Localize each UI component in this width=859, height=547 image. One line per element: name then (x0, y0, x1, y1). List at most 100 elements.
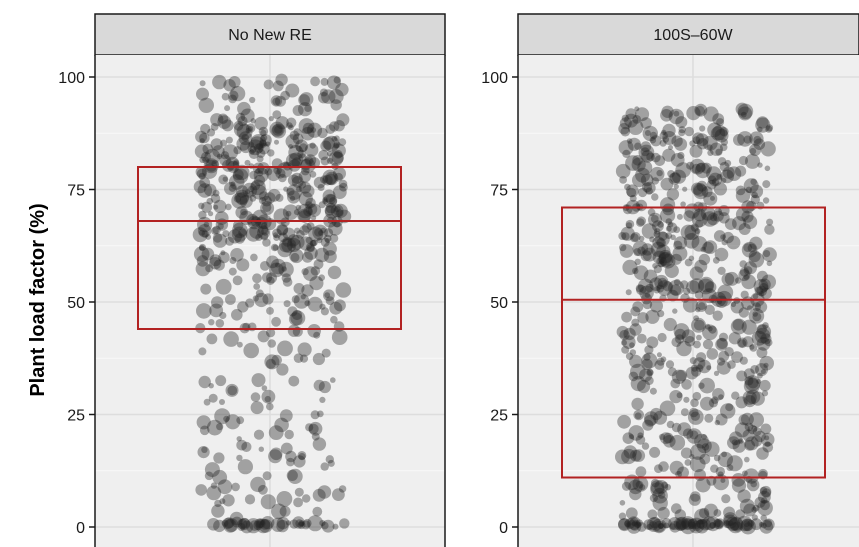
data-point (322, 169, 338, 185)
data-point (287, 468, 303, 484)
data-point (692, 132, 705, 145)
data-point (312, 506, 323, 517)
data-point (250, 476, 266, 493)
data-point (712, 310, 723, 321)
data-point (623, 445, 637, 459)
data-point (198, 172, 206, 180)
data-point (716, 290, 732, 307)
data-point (712, 113, 725, 125)
data-point (232, 275, 243, 286)
data-point (218, 251, 230, 264)
data-point (236, 416, 245, 425)
data-point (698, 507, 710, 519)
data-point (335, 282, 352, 298)
data-point (287, 234, 300, 247)
data-point (285, 450, 297, 463)
data-point (720, 169, 734, 184)
data-point (701, 186, 713, 198)
data-point (763, 250, 771, 258)
data-point (231, 516, 243, 528)
data-point (212, 225, 221, 235)
data-point (660, 177, 674, 191)
data-point (683, 287, 691, 295)
data-point (738, 339, 747, 348)
data-point (756, 324, 767, 335)
data-point (295, 145, 302, 152)
data-point (277, 224, 288, 236)
data-point (677, 151, 685, 160)
data-point (675, 520, 687, 532)
data-point (618, 518, 631, 532)
data-point (642, 247, 657, 262)
data-point (300, 126, 315, 141)
data-point (221, 119, 234, 132)
data-point (312, 224, 328, 241)
data-point (233, 120, 244, 131)
data-point (212, 233, 223, 243)
data-point (334, 172, 343, 182)
data-point (744, 422, 754, 432)
data-point (734, 422, 750, 438)
data-point (750, 365, 760, 374)
data-point (693, 357, 706, 370)
data-point (642, 299, 653, 310)
data-point (692, 520, 701, 530)
data-point (246, 123, 256, 133)
data-point (269, 262, 284, 278)
data-point (694, 259, 708, 273)
data-point (236, 454, 243, 462)
data-point (251, 184, 267, 200)
data-point (225, 414, 241, 430)
data-point (749, 236, 763, 250)
data-point (713, 370, 720, 376)
data-point (621, 345, 630, 354)
data-point (624, 113, 639, 128)
data-point (654, 228, 661, 235)
data-point (259, 519, 271, 530)
data-point (318, 274, 326, 282)
data-point (649, 446, 661, 458)
data-point (671, 169, 687, 184)
data-point (246, 213, 259, 226)
data-point (296, 230, 305, 239)
data-point (717, 157, 727, 166)
data-point (227, 229, 242, 244)
data-point (682, 520, 690, 528)
data-point (198, 245, 205, 251)
data-point (715, 466, 725, 477)
data-point (249, 96, 256, 104)
data-point (624, 183, 631, 191)
data-point (303, 266, 318, 282)
data-point (287, 306, 298, 317)
data-point (692, 391, 702, 401)
data-point (206, 485, 222, 501)
data-point (249, 224, 264, 239)
data-point (237, 101, 251, 116)
data-point (671, 369, 687, 384)
data-point (618, 123, 630, 135)
data-point (235, 112, 246, 123)
data-point (291, 172, 303, 184)
data-point (656, 284, 665, 293)
data-point (304, 300, 311, 307)
data-point (244, 159, 251, 166)
data-point (253, 167, 269, 183)
data-point (675, 369, 688, 382)
data-point (712, 388, 725, 401)
data-point (201, 230, 209, 238)
data-point (206, 419, 223, 436)
gridlines (518, 55, 859, 547)
strip-background (94, 13, 446, 56)
data-point (742, 336, 754, 348)
data-point (210, 123, 219, 131)
data-point (271, 503, 287, 520)
data-point (257, 162, 270, 175)
data-point (711, 396, 719, 405)
data-point (231, 309, 243, 321)
data-point (756, 116, 769, 129)
data-point (653, 410, 668, 425)
data-point (248, 185, 255, 193)
data-point (308, 423, 319, 434)
data-point (258, 484, 268, 495)
data-point (675, 116, 688, 129)
